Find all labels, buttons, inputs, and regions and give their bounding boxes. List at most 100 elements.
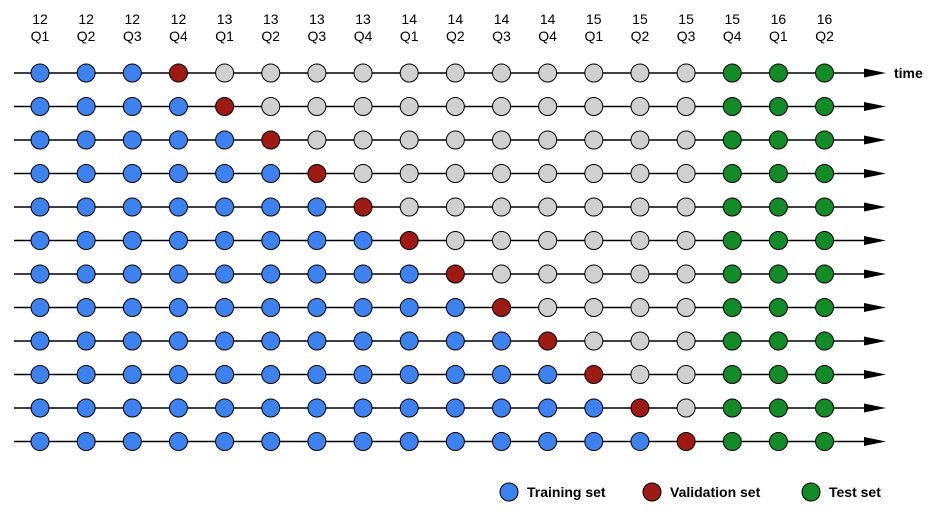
training-point — [122, 398, 142, 418]
test-point — [722, 298, 742, 317]
test-point — [722, 331, 742, 351]
unused-point — [630, 331, 650, 351]
training-point — [399, 398, 419, 418]
column-year-label: 15 — [724, 11, 740, 27]
unused-point — [584, 298, 604, 317]
unused-point — [353, 97, 373, 116]
training-point — [307, 298, 327, 317]
training-point — [353, 398, 373, 418]
legend-test-swatch — [801, 482, 821, 502]
training-point — [492, 398, 511, 418]
training-point — [168, 365, 188, 384]
training-point — [168, 197, 188, 217]
unused-point — [676, 164, 696, 183]
timeline-row — [14, 298, 886, 317]
column-quarter-label: Q3 — [492, 28, 511, 44]
unused-point — [538, 63, 558, 83]
training-point — [630, 432, 650, 451]
column-year-label: 13 — [263, 11, 279, 27]
unused-point — [630, 298, 650, 317]
column-year-label: 13 — [355, 11, 371, 27]
training-point — [30, 264, 50, 284]
unused-point — [584, 63, 604, 83]
test-point — [815, 231, 835, 250]
unused-point — [676, 63, 696, 83]
test-point — [722, 398, 742, 418]
unused-point — [353, 130, 373, 150]
unused-point — [630, 231, 650, 250]
training-point — [76, 97, 96, 116]
test-point — [815, 97, 835, 116]
quarter-column-labels: 12Q112Q212Q312Q413Q113Q213Q313Q414Q114Q2… — [31, 11, 834, 44]
training-point — [538, 432, 558, 451]
training-point — [30, 331, 50, 351]
unused-point — [261, 63, 281, 83]
unused-point — [584, 264, 604, 284]
test-point — [768, 432, 788, 451]
unused-point — [676, 298, 696, 317]
training-point — [168, 432, 188, 451]
validation-point — [538, 331, 558, 351]
column-year-label: 13 — [309, 11, 325, 27]
legend: Training set Validation set Test set — [499, 482, 881, 502]
column-quarter-label: Q3 — [123, 28, 142, 44]
timeline-row — [14, 365, 886, 384]
test-point — [722, 130, 742, 150]
timeline-row — [14, 164, 886, 183]
training-point — [307, 398, 327, 418]
legend-validation-label: Validation set — [670, 484, 761, 500]
unused-point — [538, 231, 558, 250]
training-point — [307, 432, 327, 451]
training-point — [399, 365, 419, 384]
unused-point — [584, 97, 604, 116]
column-quarter-label: Q3 — [677, 28, 696, 44]
training-point — [399, 264, 419, 284]
training-point — [30, 130, 50, 150]
test-point — [768, 97, 788, 116]
training-point — [76, 130, 96, 150]
unused-point — [630, 197, 650, 217]
arrow-head-icon — [864, 370, 886, 379]
training-point — [122, 231, 142, 250]
training-point — [30, 197, 50, 217]
test-point — [768, 197, 788, 217]
column-year-label: 15 — [632, 11, 648, 27]
test-point — [722, 365, 742, 384]
unused-point — [676, 331, 696, 351]
validation-point — [168, 63, 188, 83]
unused-point — [399, 164, 419, 183]
training-point — [445, 398, 465, 418]
unused-point — [445, 231, 465, 250]
validation-point — [353, 197, 373, 217]
validation-point — [676, 432, 696, 451]
column-quarter-label: Q2 — [631, 28, 650, 44]
column-quarter-label: Q4 — [538, 28, 557, 44]
column-year-label: 15 — [678, 11, 694, 27]
training-point — [353, 264, 373, 284]
training-point — [76, 197, 96, 217]
arrow-head-icon — [864, 169, 886, 178]
validation-point — [630, 398, 650, 418]
time-axis-label: time — [894, 65, 923, 81]
training-point — [353, 331, 373, 351]
column-quarter-label: Q2 — [446, 28, 465, 44]
training-point — [307, 197, 327, 217]
training-point — [215, 130, 235, 150]
training-point — [122, 197, 142, 217]
timeline-row — [14, 130, 886, 150]
training-point — [168, 331, 188, 351]
unused-point — [445, 63, 465, 83]
training-point — [353, 365, 373, 384]
test-point — [768, 298, 788, 317]
column-quarter-label: Q2 — [77, 28, 96, 44]
legend-test-label: Test set — [829, 484, 881, 500]
training-point — [122, 164, 142, 183]
unused-point — [492, 130, 511, 150]
unused-point — [584, 164, 604, 183]
column-year-label: 12 — [171, 11, 187, 27]
unused-point — [584, 231, 604, 250]
unused-point — [492, 164, 511, 183]
unused-point — [538, 197, 558, 217]
timeline-row — [14, 231, 886, 250]
